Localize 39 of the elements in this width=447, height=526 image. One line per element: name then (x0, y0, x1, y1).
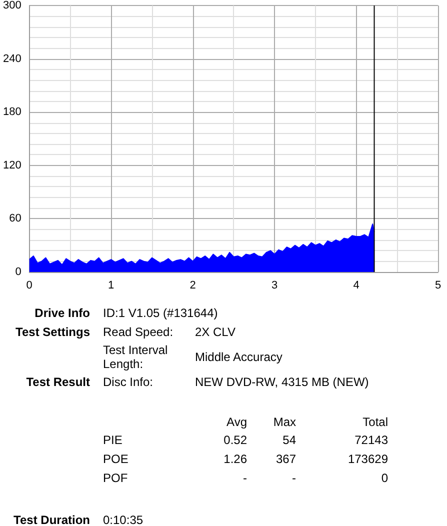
text: NEW DVD-RW, 4315 MB (NEW) (195, 375, 369, 389)
text: - (243, 471, 247, 485)
y-tick-label: 60 (9, 212, 22, 225)
x-tick-label: 4 (353, 280, 360, 292)
y-tick-label: 180 (2, 106, 22, 118)
x-tick-label: 1 (108, 280, 114, 292)
text: 0 (381, 471, 388, 485)
text: 72143 (354, 433, 388, 447)
text: 0:10:35 (103, 513, 144, 526)
x-tick-label: 0 (26, 280, 32, 292)
y-tick-label: 0 (15, 266, 22, 278)
text: Test Settings (16, 325, 90, 339)
x-tick-label: 5 (434, 280, 442, 292)
text: 367 (276, 452, 296, 466)
text: Drive Info (34, 306, 90, 320)
text: Test Interval Length: (103, 343, 169, 371)
text: 1.26 (224, 452, 247, 466)
y-tick-label: 300 (2, 0, 22, 12)
y-tick-label: 120 (2, 159, 22, 172)
text: POF (103, 471, 128, 485)
text: ID:1 V1.05 (#131644) (103, 306, 218, 320)
text: POE (103, 452, 128, 466)
text: - (292, 471, 296, 485)
text: 0.52 (224, 433, 247, 447)
text: Middle Accuracy (195, 350, 282, 364)
text: PIE (103, 433, 122, 447)
text: 2X CLV (195, 325, 236, 339)
y-tick-label: 240 (2, 52, 22, 65)
text: Test Duration (14, 513, 90, 526)
text: Max (273, 415, 296, 429)
text: Test Result (26, 375, 90, 389)
text: 54 (282, 433, 296, 447)
x-tick-label: 3 (271, 280, 278, 292)
text: Read Speed: (103, 325, 174, 339)
x-tick-label: 2 (190, 280, 196, 292)
text: Total (362, 415, 388, 429)
text: Avg (226, 415, 247, 429)
text: Disc Info: (103, 375, 154, 389)
text: 173629 (348, 452, 388, 466)
